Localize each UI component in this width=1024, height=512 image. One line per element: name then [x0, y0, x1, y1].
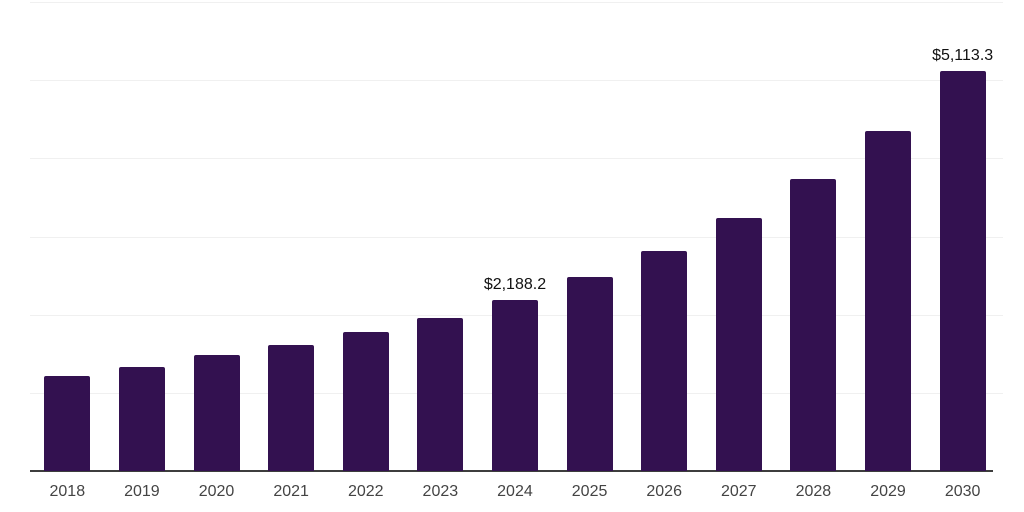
data-label-2030: $5,113.3	[932, 47, 994, 64]
bar-slot-2026	[627, 0, 702, 471]
bar-2029	[865, 131, 911, 471]
bar-slot-2030: $5,113.3	[925, 0, 1000, 471]
bar-2021	[268, 345, 315, 471]
bar-slot-2025	[552, 0, 627, 471]
bar-2019	[118, 367, 165, 471]
x-tick-label-2024: 2024	[497, 483, 533, 500]
data-label-2024: $2,188.2	[483, 276, 547, 293]
bar-2025	[566, 277, 613, 471]
x-tick-label-2029: 2029	[870, 483, 906, 500]
bar-slot-2022	[328, 0, 403, 471]
gridline	[30, 80, 1003, 81]
bar-slot-2027	[701, 0, 776, 471]
bar-2026	[641, 251, 688, 471]
x-tick-label-2025: 2025	[571, 483, 608, 500]
x-tick-label-2021: 2021	[273, 483, 309, 500]
gridline	[30, 237, 1003, 238]
bar-slot-2028	[776, 0, 851, 471]
x-tick-label-2020: 2020	[198, 483, 235, 500]
bar-slot-2019	[105, 0, 180, 471]
bar-slot-2021	[254, 0, 329, 471]
bar-slot-2029	[851, 0, 926, 471]
bar-slot-2018	[30, 0, 105, 471]
x-tick-label-2018: 2018	[49, 483, 86, 500]
bar-slot-2023	[403, 0, 478, 471]
x-tick-label-2026: 2026	[646, 483, 682, 500]
x-tick-label-2028: 2028	[795, 483, 832, 500]
x-tick-label-2022: 2022	[347, 483, 384, 500]
bar-2023	[417, 318, 464, 471]
bar-2024	[491, 300, 538, 471]
x-tick-label-2027: 2027	[720, 483, 757, 500]
bar-2027	[715, 218, 762, 471]
x-tick-label-2030: 2030	[944, 483, 981, 500]
bar-2030	[939, 71, 986, 471]
bar-slot-2024: $2,188.2	[478, 0, 553, 471]
bar-2018	[44, 376, 91, 471]
bar-2020	[193, 355, 240, 471]
x-axis-line	[30, 470, 993, 472]
x-axis-tick-labels: 2018 2019 2020 2021 2022 2023 2024 2025 2026 2027…	[30, 483, 1000, 501]
x-tick-label-2023: 2023	[422, 483, 459, 500]
gridline	[30, 158, 1003, 159]
bar-slot-2020	[179, 0, 254, 471]
gridline	[30, 2, 1003, 3]
plot-area: $2,188.2 $5,113.3	[30, 0, 1000, 471]
x-tick-label-2019: 2019	[124, 483, 160, 500]
bar-2028	[790, 179, 837, 471]
bar-2022	[342, 332, 389, 471]
